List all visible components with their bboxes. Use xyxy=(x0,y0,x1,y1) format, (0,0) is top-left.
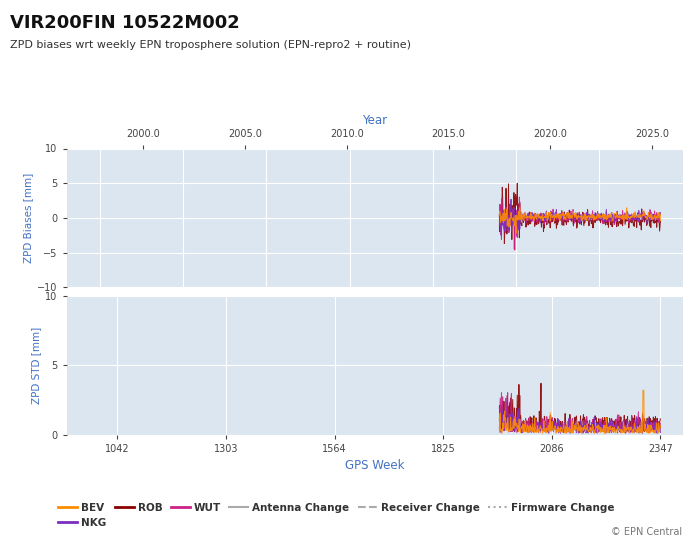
X-axis label: GPS Week: GPS Week xyxy=(344,460,405,472)
Y-axis label: ZPD Biases [mm]: ZPD Biases [mm] xyxy=(23,173,33,263)
X-axis label: Year: Year xyxy=(362,114,387,127)
Text: ZPD biases wrt weekly EPN troposphere solution (EPN-repro2 + routine): ZPD biases wrt weekly EPN troposphere so… xyxy=(10,40,412,51)
Y-axis label: ZPD STD [mm]: ZPD STD [mm] xyxy=(31,327,41,404)
Legend: BEV, NKG, ROB, WUT, Antenna Change, Receiver Change, Firmware Change: BEV, NKG, ROB, WUT, Antenna Change, Rece… xyxy=(54,498,619,532)
Text: VIR200FIN 10522M002: VIR200FIN 10522M002 xyxy=(10,14,240,31)
Text: © EPN Central: © EPN Central xyxy=(611,527,682,537)
